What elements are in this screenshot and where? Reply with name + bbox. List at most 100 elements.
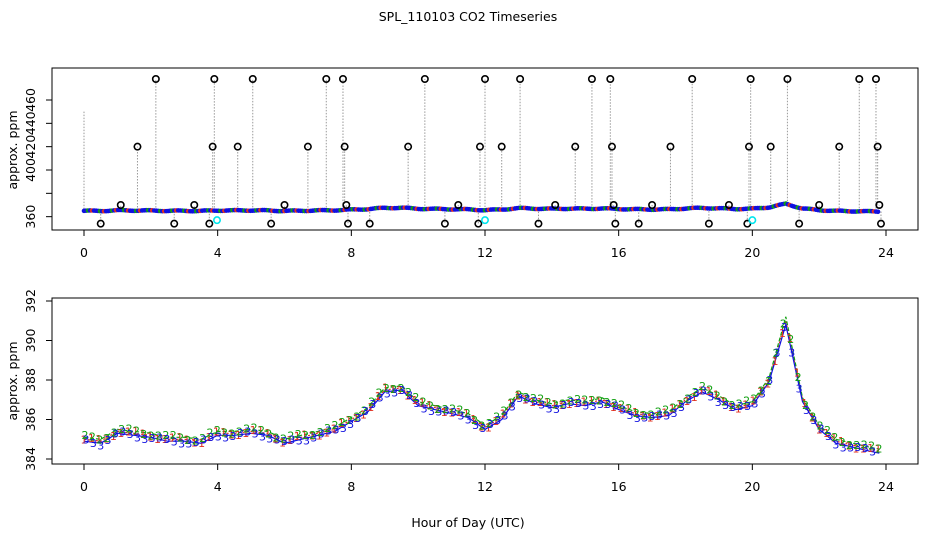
- bottom-series-mark: 2: [662, 404, 669, 417]
- top-spike-point: [474, 219, 483, 228]
- bottom-series-mark: 2: [530, 392, 537, 405]
- bottom-series-mark: 3: [274, 434, 281, 447]
- bottom-series-mark: 3: [377, 392, 384, 405]
- x-axis-label: Hour of Day (UTC): [411, 515, 524, 530]
- bottom-series-mark: 3: [472, 419, 479, 432]
- bottom-series-mark: 3: [612, 400, 619, 413]
- bottom-series-mark: 1: [713, 389, 720, 402]
- bottom-series-mark: 2: [868, 439, 875, 452]
- bottom-series-mark: 1: [205, 431, 212, 444]
- bottom-series-mark: 2: [809, 411, 816, 424]
- bottom-series-mark: 1: [830, 431, 837, 444]
- bottom-series-mark: 1: [823, 427, 830, 440]
- bottom-series-mark: 1: [610, 401, 617, 414]
- bottom-series-mark: 3: [281, 435, 288, 448]
- bottom-x-tick-label: 0: [80, 479, 88, 494]
- top-spike-point: [96, 219, 105, 228]
- bottom-series-mark: 3: [524, 393, 531, 406]
- bottom-series-mark: 2: [839, 436, 846, 449]
- bottom-series-mark: 3: [310, 432, 317, 445]
- bottom-series-mark: 1: [228, 428, 235, 441]
- bottom-series-mark: 1: [198, 437, 205, 450]
- bottom-series-mark: 2: [493, 410, 500, 423]
- bottom-series-mark: 1: [529, 396, 536, 409]
- bottom-x-tick-label: 20: [744, 479, 760, 494]
- bottom-series-mark: 1: [117, 427, 124, 440]
- top-x-tick-label: 24: [878, 245, 894, 260]
- bottom-series-mark: 2: [655, 405, 662, 418]
- bottom-x-tick-label: 4: [214, 479, 222, 494]
- bottom-series-mark: 1: [470, 413, 477, 426]
- bottom-series-mark: 1: [161, 433, 168, 446]
- bottom-series-mark: 3: [266, 432, 273, 445]
- bottom-series-mark: 3: [421, 402, 428, 415]
- bottom-series-mark: 1: [419, 396, 426, 409]
- top-baseline-dot: [875, 209, 881, 215]
- bottom-series-mark: 3: [531, 395, 538, 408]
- bottom-series-mark: 1: [125, 426, 132, 439]
- bottom-series-mark: 2: [765, 375, 772, 388]
- top-spike-point: [303, 142, 312, 151]
- bottom-series-labels: 1 1 1 1 1 1 1 1 1 1 1 1 1 1 1 1 1 1 1 1 1 1 1 1 1 1 1 1 1 1 1 1 1 1 1 1 1 1 11…: [81, 317, 883, 458]
- bottom-series-mark: 2: [126, 422, 133, 435]
- bottom-series-mark: 1: [801, 397, 808, 410]
- bottom-series-mark: 2: [640, 409, 647, 422]
- bottom-series-mark: 3: [568, 396, 575, 409]
- bottom-series-mark: 3: [399, 384, 406, 397]
- bottom-series-mark: 2: [831, 431, 838, 444]
- bottom-series-mark: 2: [89, 430, 96, 443]
- top-spike-point: [420, 75, 429, 84]
- bottom-series-mark: 1: [389, 383, 396, 396]
- bottom-series-mark: 2: [692, 386, 699, 399]
- bottom-series-mark: 1: [81, 433, 88, 446]
- bottom-series-mark: 2: [302, 429, 309, 442]
- top-spike-point: [766, 142, 775, 151]
- bottom-series-mark: 1: [580, 396, 587, 409]
- bottom-series-mark: 2: [184, 434, 191, 447]
- top-spike-point: [454, 201, 463, 210]
- bottom-series-mark: 1: [183, 434, 190, 447]
- bottom-x-tick-label: 16: [611, 479, 627, 494]
- top-spike-point: [208, 142, 217, 151]
- top-x-tick-label: 12: [477, 245, 493, 260]
- bottom-series-mark: 2: [464, 407, 471, 420]
- bottom-series-mark: 3: [259, 431, 266, 444]
- bottom-series-mark: 3: [428, 405, 435, 418]
- top-spike-point: [648, 201, 657, 210]
- bottom-series-mark: 3: [391, 386, 398, 399]
- bottom-series-mark: 1: [698, 384, 705, 397]
- bottom-series-mark: 1: [845, 439, 852, 452]
- bottom-series-mark: 1: [676, 398, 683, 411]
- bottom-series-mark: 3: [752, 397, 759, 410]
- bottom-series-mark: 2: [339, 416, 346, 429]
- bottom-series-mark: 3: [575, 397, 582, 410]
- top-cyan-point: [748, 216, 757, 225]
- bottom-series-mark: 2: [603, 396, 610, 409]
- bottom-series-mark: 3: [332, 424, 339, 437]
- top-spike-point: [876, 219, 885, 228]
- bottom-series-mark: 1: [573, 397, 580, 410]
- bottom-series-mark: 2: [361, 404, 368, 417]
- bottom-series-mark: 1: [338, 417, 345, 430]
- bottom-series-mark: 3: [450, 406, 457, 419]
- top-spike-point: [210, 75, 219, 84]
- bottom-series-mark: 2: [817, 420, 824, 433]
- bottom-series-mark: 3: [869, 445, 876, 458]
- top-spike-point: [151, 75, 160, 84]
- bottom-series-mark: 1: [750, 394, 757, 407]
- bottom-series-mark: 1: [257, 424, 264, 437]
- bottom-series-mark: 2: [243, 422, 250, 435]
- bottom-series-mark: 1: [147, 431, 154, 444]
- bottom-series-mark: 3: [502, 409, 509, 422]
- bottom-series-mark: 3: [744, 400, 751, 413]
- top-spike-point: [267, 219, 276, 228]
- bottom-series-mark: 2: [170, 429, 177, 442]
- bottom-series-mark: 2: [626, 402, 633, 415]
- bottom-series-mark: 1: [169, 431, 176, 444]
- bottom-series-mark: 2: [331, 419, 338, 432]
- bottom-series-mark: 2: [523, 391, 530, 404]
- bottom-series-mark: 2: [853, 439, 860, 452]
- bottom-series-mark: 3: [244, 425, 251, 438]
